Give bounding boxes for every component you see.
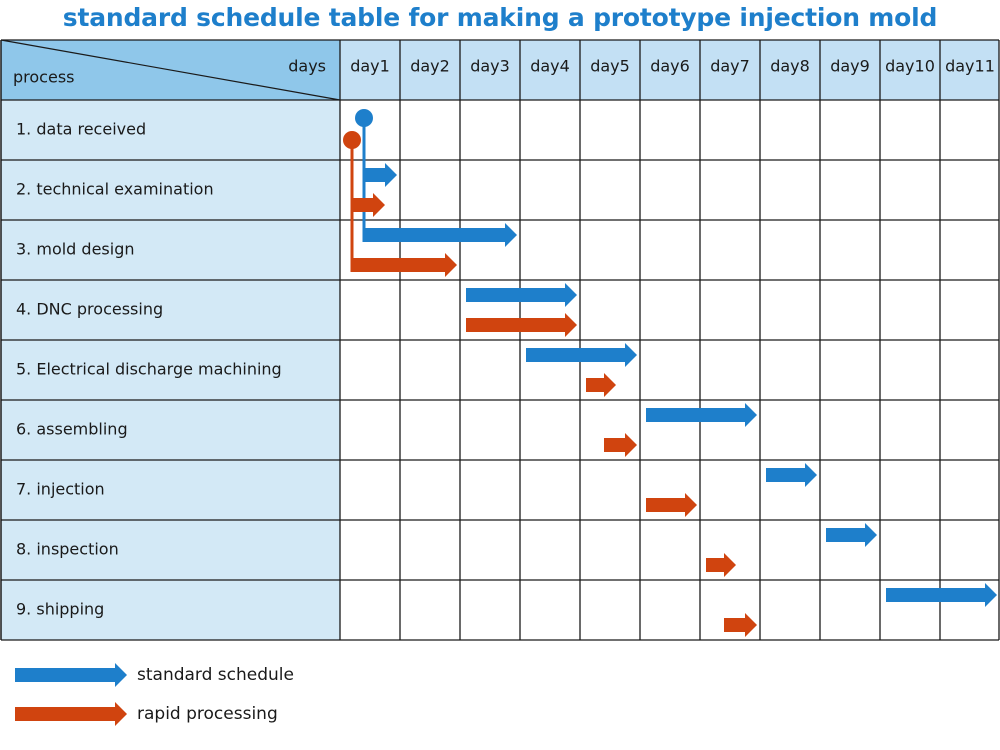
standard-task-arrow bbox=[766, 463, 817, 487]
standard-task-arrow bbox=[886, 583, 997, 607]
day-header: day5 bbox=[590, 57, 630, 76]
corner-days-label: days bbox=[288, 57, 326, 76]
day-header: day6 bbox=[650, 57, 690, 76]
day-header: day1 bbox=[350, 57, 390, 76]
standard-task-arrow bbox=[646, 403, 757, 427]
day-header: day9 bbox=[830, 57, 870, 76]
day-header: day11 bbox=[945, 57, 995, 76]
day-header: day8 bbox=[770, 57, 810, 76]
standard-task-arrow bbox=[364, 163, 397, 187]
rapid-task-arrow bbox=[352, 193, 385, 217]
day-header: day2 bbox=[410, 57, 450, 76]
day-header: day3 bbox=[470, 57, 510, 76]
process-label: 4. DNC processing bbox=[16, 300, 163, 319]
standard-legend-swatch bbox=[15, 663, 127, 687]
standard-task-arrow bbox=[826, 523, 877, 547]
rapid-task-arrow bbox=[586, 373, 616, 397]
rapid-legend-swatch bbox=[15, 702, 127, 726]
rapid-task-arrow bbox=[646, 493, 697, 517]
process-label: 9. shipping bbox=[16, 600, 104, 619]
day-header-row bbox=[340, 40, 999, 100]
corner-process-label: process bbox=[13, 68, 74, 87]
legend-label: standard schedule bbox=[137, 665, 294, 685]
rapid-task-arrow bbox=[352, 253, 457, 277]
rapid-task-arrow bbox=[706, 553, 736, 577]
process-label: 2. technical examination bbox=[16, 180, 214, 199]
process-label: 5. Electrical discharge machining bbox=[16, 360, 282, 379]
process-label: 7. injection bbox=[16, 480, 105, 499]
rapid-task-arrow bbox=[604, 433, 637, 457]
day-header: day10 bbox=[885, 57, 935, 76]
legend-label: rapid processing bbox=[137, 704, 278, 724]
process-label: 6. assembling bbox=[16, 420, 128, 439]
process-label: 8. inspection bbox=[16, 540, 119, 559]
day-header: day4 bbox=[530, 57, 570, 76]
rapid-task-arrow bbox=[724, 613, 757, 637]
rapid-connector-line bbox=[350, 140, 354, 272]
process-label: 3. mold design bbox=[16, 240, 135, 259]
corner-diagonal bbox=[0, 39, 341, 101]
process-label-column bbox=[1, 100, 340, 640]
standard-task-arrow bbox=[364, 223, 517, 247]
day-header: day7 bbox=[710, 57, 750, 76]
page-title: standard schedule table for making a pro… bbox=[62, 3, 938, 32]
standard-task-arrow bbox=[526, 343, 637, 367]
standard-connector-line bbox=[362, 118, 366, 242]
process-label: 1. data received bbox=[16, 120, 146, 139]
standard-task-arrow bbox=[466, 283, 577, 307]
rapid-task-arrow bbox=[466, 313, 577, 337]
